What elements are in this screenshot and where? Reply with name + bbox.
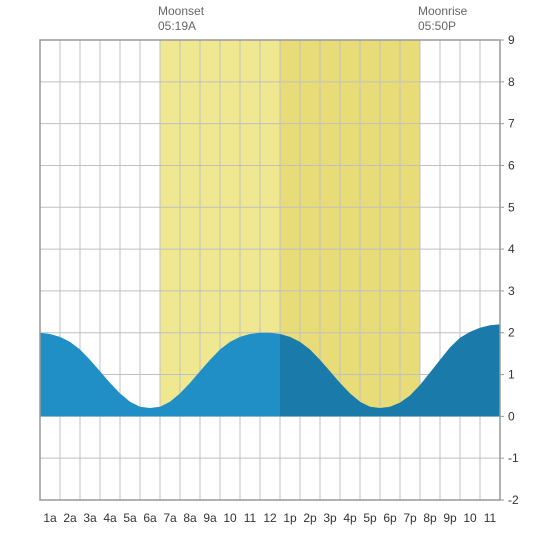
svg-text:0: 0 xyxy=(508,409,515,423)
svg-text:5p: 5p xyxy=(363,511,377,525)
svg-text:7: 7 xyxy=(508,117,515,131)
svg-text:12: 12 xyxy=(263,511,277,525)
svg-text:1a: 1a xyxy=(43,511,57,525)
svg-text:11: 11 xyxy=(484,511,497,525)
moonset-annotation: Moonset 05:19A xyxy=(158,4,204,34)
svg-text:1p: 1p xyxy=(283,511,297,525)
svg-text:6a: 6a xyxy=(143,511,157,525)
svg-text:10: 10 xyxy=(223,511,237,525)
svg-text:3a: 3a xyxy=(83,511,97,525)
svg-text:6: 6 xyxy=(508,158,515,172)
moonrise-time: 05:50P xyxy=(418,19,467,34)
svg-text:8: 8 xyxy=(508,75,515,89)
svg-text:2p: 2p xyxy=(303,511,317,525)
svg-text:7a: 7a xyxy=(163,511,177,525)
svg-text:6p: 6p xyxy=(383,511,397,525)
svg-text:9: 9 xyxy=(508,33,515,47)
svg-text:5: 5 xyxy=(508,200,515,214)
svg-text:1: 1 xyxy=(508,368,515,382)
svg-text:9a: 9a xyxy=(203,511,217,525)
svg-text:4a: 4a xyxy=(103,511,117,525)
moonrise-label: Moonrise xyxy=(418,4,467,19)
svg-text:9p: 9p xyxy=(443,511,457,525)
svg-text:4p: 4p xyxy=(343,511,357,525)
svg-text:3: 3 xyxy=(508,284,515,298)
svg-text:8p: 8p xyxy=(423,511,437,525)
svg-text:7p: 7p xyxy=(403,511,417,525)
moonset-label: Moonset xyxy=(158,4,204,19)
svg-text:10: 10 xyxy=(463,511,477,525)
tide-chart: Moonset 05:19A Moonrise 05:50P -2-101234… xyxy=(0,0,550,550)
svg-text:2a: 2a xyxy=(63,511,77,525)
svg-text:-1: -1 xyxy=(508,451,519,465)
svg-text:3p: 3p xyxy=(323,511,337,525)
chart-svg: -2-101234567891a2a3a4a5a6a7a8a9a1011121p… xyxy=(0,0,550,550)
svg-text:11: 11 xyxy=(244,511,257,525)
moonrise-annotation: Moonrise 05:50P xyxy=(418,4,467,34)
svg-text:8a: 8a xyxy=(183,511,197,525)
svg-text:4: 4 xyxy=(508,242,515,256)
svg-text:2: 2 xyxy=(508,326,515,340)
svg-text:5a: 5a xyxy=(123,511,137,525)
moonset-time: 05:19A xyxy=(158,19,204,34)
svg-text:-2: -2 xyxy=(508,493,519,507)
